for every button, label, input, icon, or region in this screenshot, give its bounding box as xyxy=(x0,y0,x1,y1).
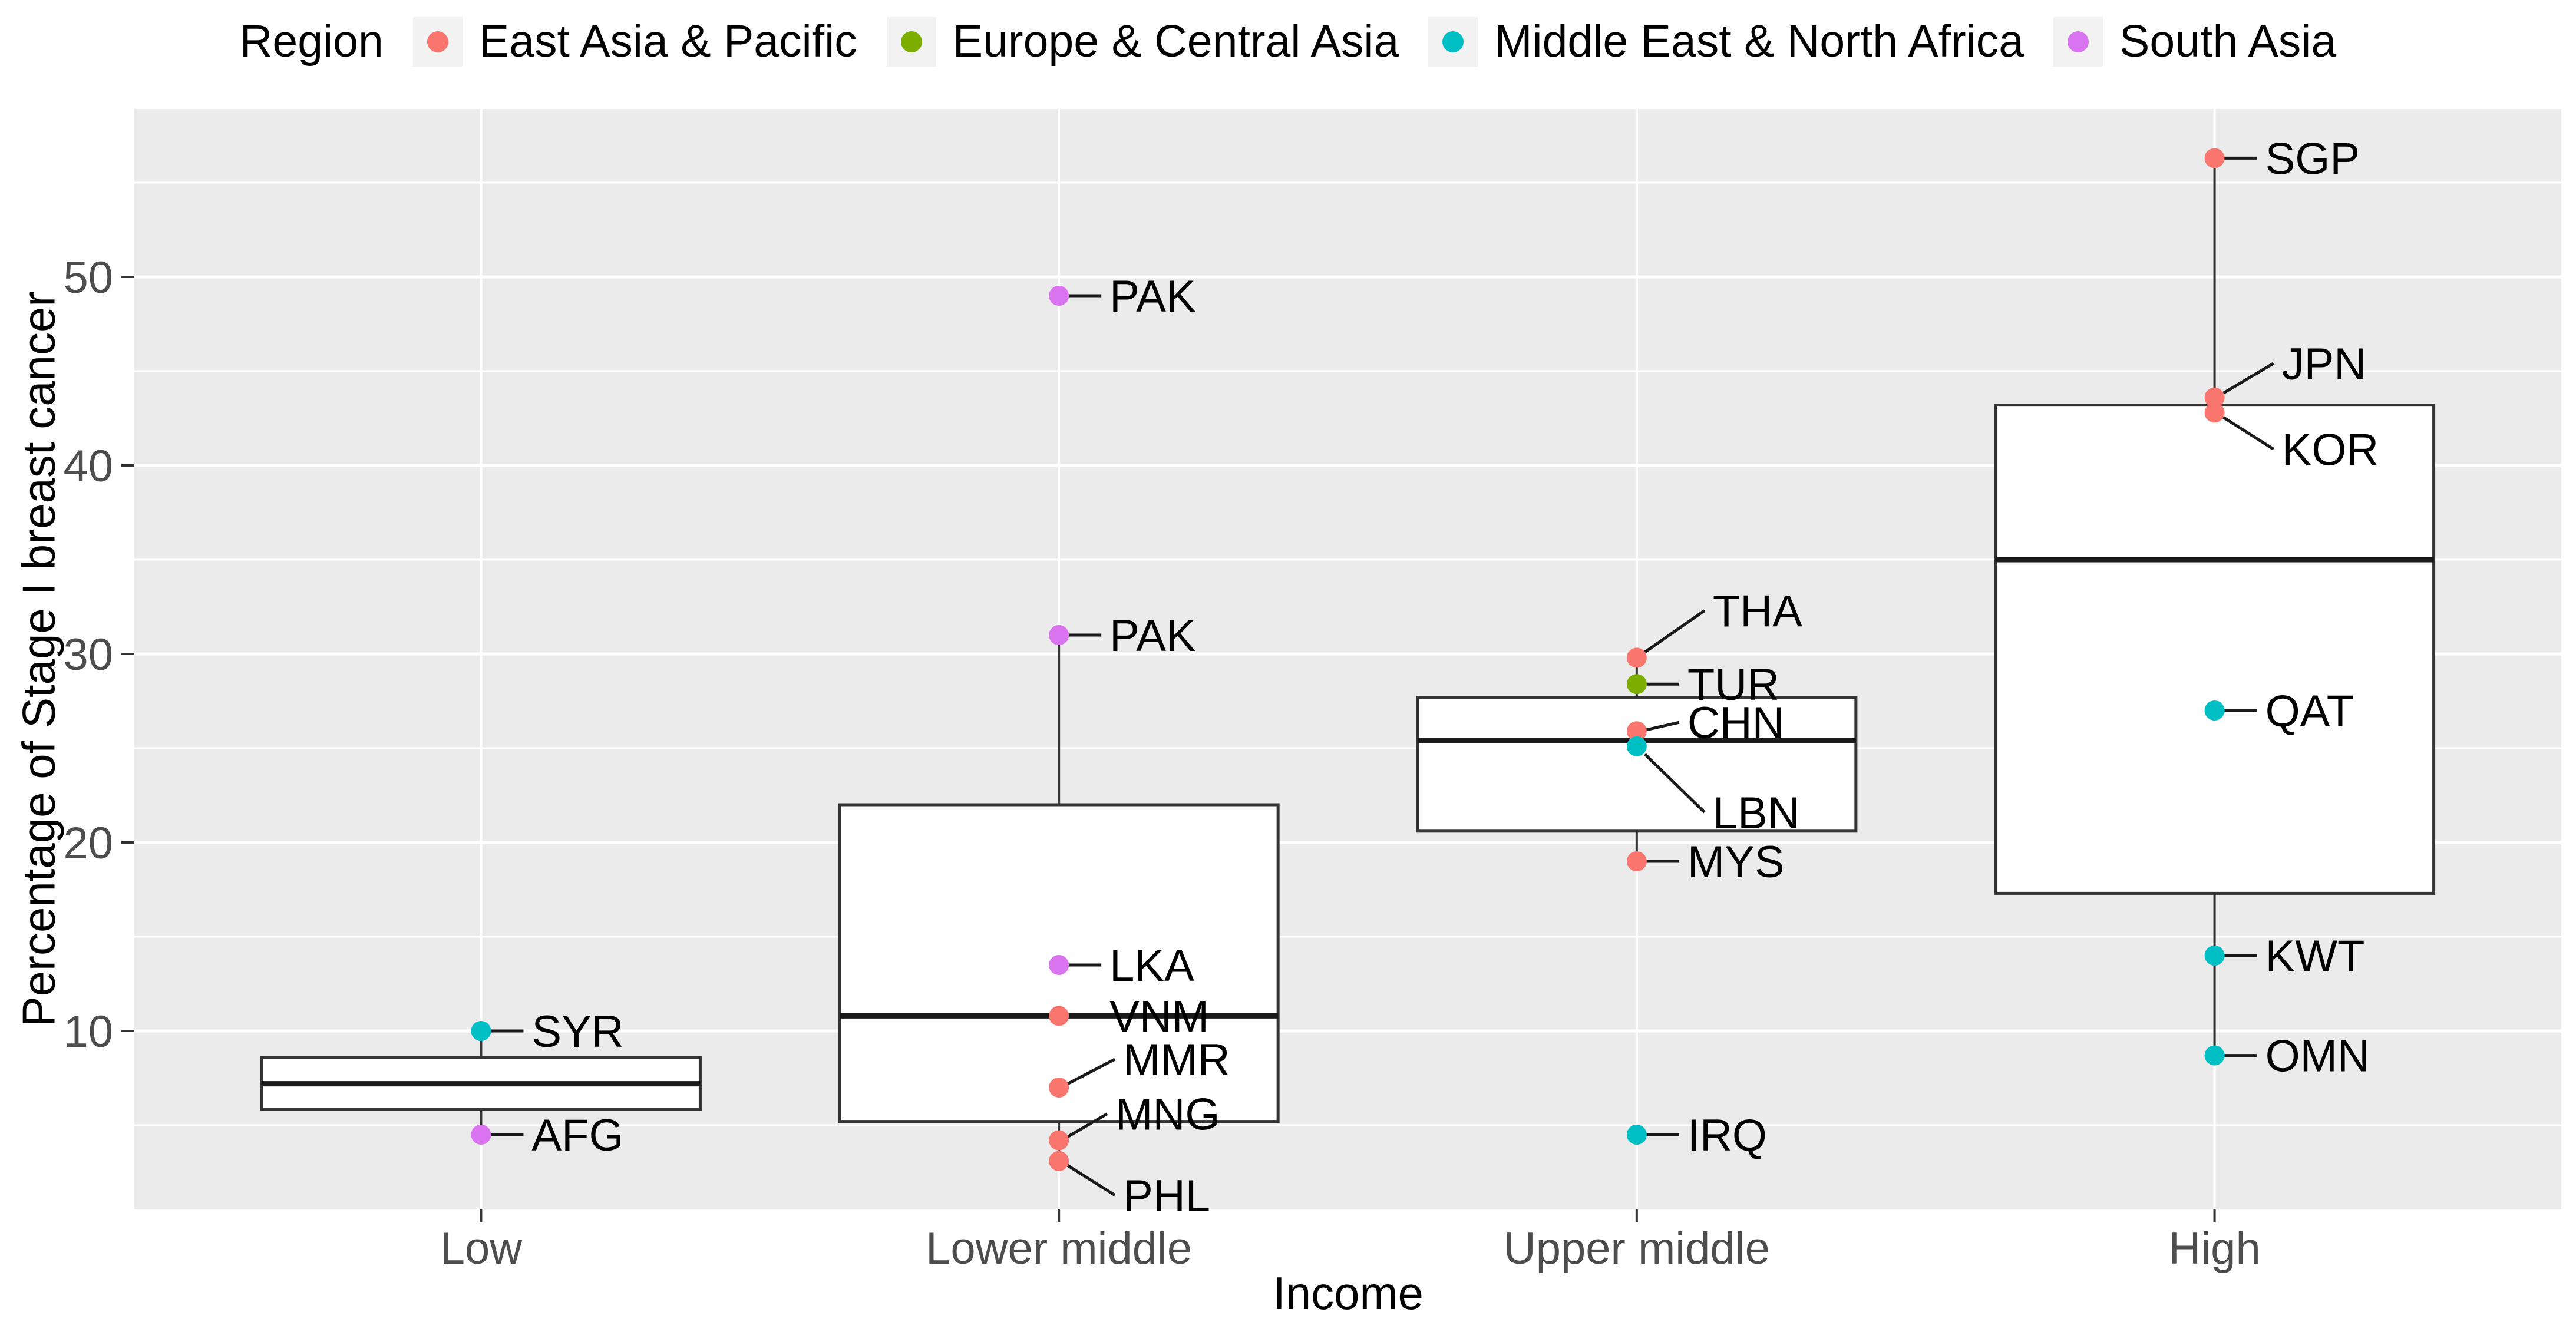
legend-dot-icon xyxy=(2068,31,2089,52)
legend-key xyxy=(2053,16,2103,67)
data-point-MMR xyxy=(1049,1078,1069,1098)
data-point-LBN xyxy=(1626,736,1647,756)
point-label-LKA: LKA xyxy=(1109,941,1194,991)
legend-item-label: South Asia xyxy=(2119,16,2337,67)
data-point-AFG xyxy=(471,1125,491,1145)
legend-item-1: East Asia & Pacific xyxy=(412,15,857,68)
point-label-OMN: OMN xyxy=(2265,1032,2370,1082)
leader-line-JPN xyxy=(2222,362,2274,395)
data-point-SGP xyxy=(2204,148,2225,168)
legend-key xyxy=(886,16,936,67)
legend-item-label: Europe & Central Asia xyxy=(952,16,1399,67)
data-point-PAK xyxy=(1049,625,1069,645)
y-tick-label-30: 30 xyxy=(63,630,113,680)
point-label-SGP: SGP xyxy=(2265,134,2360,184)
legend-item-label: East Asia & Pacific xyxy=(478,16,857,67)
leader-line-MMR xyxy=(1066,1057,1116,1086)
point-label-JPN: JPN xyxy=(2282,339,2367,389)
leader-line-CHN xyxy=(1644,721,1680,732)
y-tick-label-20: 20 xyxy=(63,818,113,868)
data-point-KWT xyxy=(2204,946,2225,966)
leader-line-PHL xyxy=(1066,1164,1116,1197)
data-point-KOR xyxy=(2204,402,2225,423)
data-point-TUR xyxy=(1626,674,1647,695)
legend: Region East Asia & Pacific Europe & Centr… xyxy=(0,15,2576,68)
y-tick-label-50: 50 xyxy=(63,253,113,303)
data-point-CHN xyxy=(1626,721,1647,742)
data-point-JPN xyxy=(2204,387,2225,408)
x-tick-label-high: High xyxy=(2168,1224,2260,1274)
data-point-THA xyxy=(1626,647,1647,668)
point-label-PHL: PHL xyxy=(1123,1171,1210,1221)
data-point-VNM xyxy=(1049,1006,1069,1026)
data-point-PHL xyxy=(1049,1151,1069,1171)
data-point-OMN xyxy=(2204,1045,2225,1066)
point-label-QAT: QAT xyxy=(2265,686,2354,736)
data-point-IRQ xyxy=(1626,1125,1647,1145)
data-point-MNG xyxy=(1049,1130,1069,1151)
y-axis-title: Percentage of Stage I breast cancer xyxy=(12,291,65,1027)
point-label-THA: THA xyxy=(1713,586,1802,636)
point-label-MYS: MYS xyxy=(1687,837,1785,887)
x-tick-label-upper-middle: Upper middle xyxy=(1504,1224,1770,1274)
point-label-KWT: KWT xyxy=(2265,931,2365,981)
leader-line-MNG xyxy=(1066,1112,1108,1139)
legend-key xyxy=(1428,16,1478,67)
point-label-PAK: PAK xyxy=(1109,611,1195,661)
box-High xyxy=(1994,404,2436,895)
leader-line-KOR xyxy=(2222,415,2274,451)
legend-dot-icon xyxy=(427,31,448,52)
data-point-SYR xyxy=(471,1021,491,1041)
y-tick-label-10: 10 xyxy=(63,1007,113,1057)
box-Upper middle xyxy=(1416,696,1858,833)
x-tick-label-lower-middle: Lower middle xyxy=(926,1224,1192,1274)
point-label-TUR: TUR xyxy=(1687,660,1779,710)
point-label-KOR: KOR xyxy=(2282,425,2379,475)
data-point-PAK xyxy=(1049,286,1069,306)
point-label-MMR: MMR xyxy=(1123,1035,1230,1085)
legend-key xyxy=(412,16,463,67)
legend-item-2: Europe & Central Asia xyxy=(886,15,1399,68)
point-label-VNM: VNM xyxy=(1109,992,1209,1042)
x-axis-title: Income xyxy=(1273,1267,1424,1319)
leader-line-LBN xyxy=(1644,753,1706,814)
leader-line-THA xyxy=(1644,609,1706,653)
data-point-MYS xyxy=(1626,851,1647,871)
data-point-QAT xyxy=(2204,700,2225,721)
point-label-CHN: CHN xyxy=(1687,698,1785,748)
point-label-PAK: PAK xyxy=(1109,272,1195,322)
legend-title: Region xyxy=(239,16,384,67)
data-point-LKA xyxy=(1049,955,1069,975)
point-label-AFG: AFG xyxy=(531,1111,623,1161)
legend-item-label: Middle East & North Africa xyxy=(1494,16,2025,67)
legend-dot-icon xyxy=(900,31,922,52)
point-label-MNG: MNG xyxy=(1115,1090,1220,1140)
legend-item-3: Middle East & North Africa xyxy=(1428,15,2024,68)
point-label-SYR: SYR xyxy=(531,1007,623,1057)
point-label-LBN: LBN xyxy=(1713,788,1800,838)
legend-dot-icon xyxy=(1442,31,1464,52)
legend-item-4: South Asia xyxy=(2053,15,2336,68)
y-tick-label-40: 40 xyxy=(63,441,113,491)
x-tick-label-low: Low xyxy=(440,1224,523,1274)
point-label-IRQ: IRQ xyxy=(1687,1111,1767,1161)
